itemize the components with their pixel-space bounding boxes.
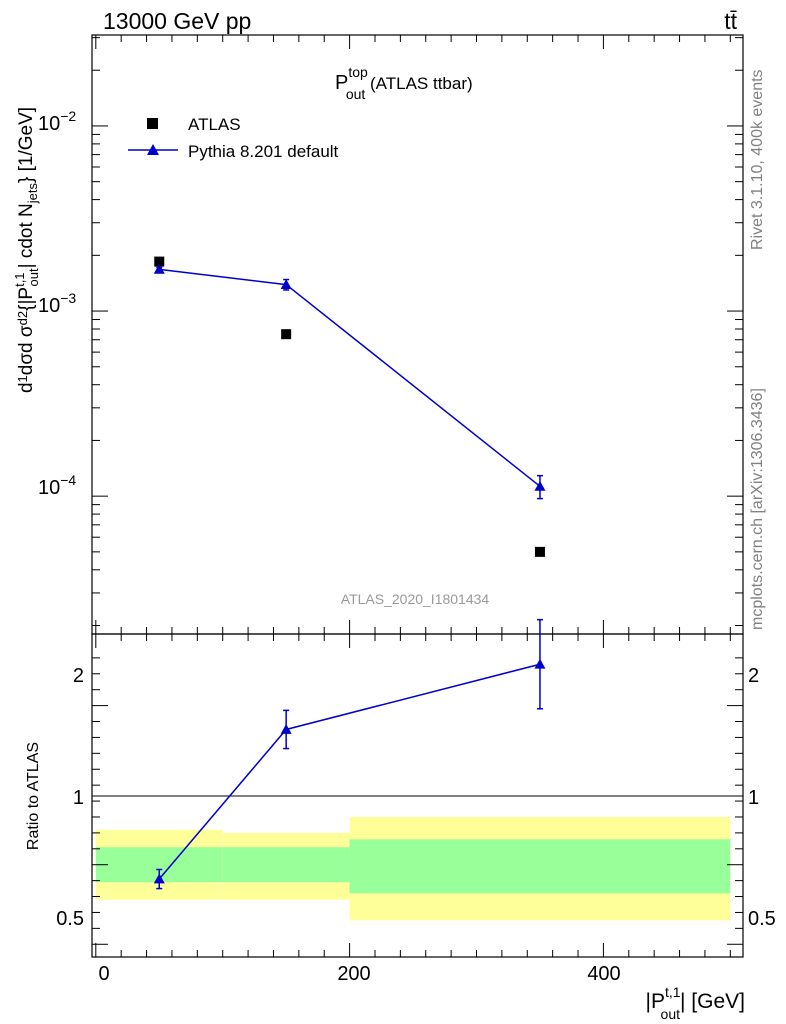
mcplots-label: mcplots.cern.ch [arXiv:1306.3436] <box>749 388 766 630</box>
x-tick-200: 200 <box>337 963 370 985</box>
ratio-point <box>534 658 546 669</box>
collision-label: 13000 GeV pp <box>103 8 251 34</box>
process-label: tt̄ <box>724 8 737 34</box>
main-data-marks <box>153 256 546 557</box>
y-tick-label-1e-2: 10−2 <box>38 108 76 135</box>
main-y-axis-label: d1dσd σd2{|Pt,1out| cdot Njets} [1/GeV] <box>12 107 41 393</box>
atlas-point <box>534 546 545 557</box>
x-tick-0: 0 <box>98 963 109 985</box>
svg-text:d1dσd σd2{|Pt,1out| cdot Njets: d1dσd σd2{|Pt,1out| cdot Njets} [1/GeV] <box>12 107 41 393</box>
ratio-y-tick-2-left: 2 <box>73 665 84 687</box>
ratio-y-tick-2-right: 2 <box>748 665 759 687</box>
band-stat-1 <box>222 847 350 883</box>
ratio-uncertainty-bands <box>95 816 731 921</box>
y-tick-label-1e-3: 10−3 <box>38 290 76 317</box>
atlas-point <box>281 329 292 340</box>
x-tick-labels: 0 200 400 <box>98 963 620 985</box>
ratio-point <box>280 723 292 734</box>
atlas-point <box>154 256 165 267</box>
x-axis-label: |Pt,1 out| [GeV] <box>646 984 746 1022</box>
ratio-y-axis-label: Ratio to ATLAS <box>25 742 42 850</box>
y-tick-label-1e-4: 10−4 <box>38 472 76 499</box>
rivet-label: Rivet 3.1.10, 400k events <box>749 69 766 250</box>
ratio-y-tick-05-left: 0.5 <box>56 908 84 930</box>
legend-atlas-marker <box>147 118 158 129</box>
pythia-point <box>153 263 165 274</box>
legend-pythia-marker <box>147 144 159 155</box>
axis-ticks <box>92 35 743 957</box>
ratio-data-marks <box>153 618 546 890</box>
band-stat-2 <box>349 839 731 894</box>
legend-pythia-label: Pythia 8.201 default <box>188 142 339 161</box>
pythia-point <box>280 279 292 289</box>
pythia-point <box>534 480 546 491</box>
ratio-point <box>153 873 165 884</box>
x-tick-400: 400 <box>587 963 620 985</box>
main-y-tick-labels: 10−2 10−3 10−4 <box>38 108 76 499</box>
analysis-label: ATLAS_2020_I1801434 <box>341 591 490 607</box>
ratio-y-tick-1-left: 1 <box>73 787 84 809</box>
ratio-y-tick-05-right: 0.5 <box>748 908 776 930</box>
legend: ATLAS Pythia 8.201 default <box>128 115 339 161</box>
ratio-y-tick-labels: 2 1 0.5 2 1 0.5 <box>56 665 776 930</box>
ratio-y-tick-1-right: 1 <box>748 787 759 809</box>
plot-title: Ptop out (ATLAS ttbar) <box>335 64 473 102</box>
legend-atlas-label: ATLAS <box>188 115 241 134</box>
pythia-line <box>159 268 541 487</box>
